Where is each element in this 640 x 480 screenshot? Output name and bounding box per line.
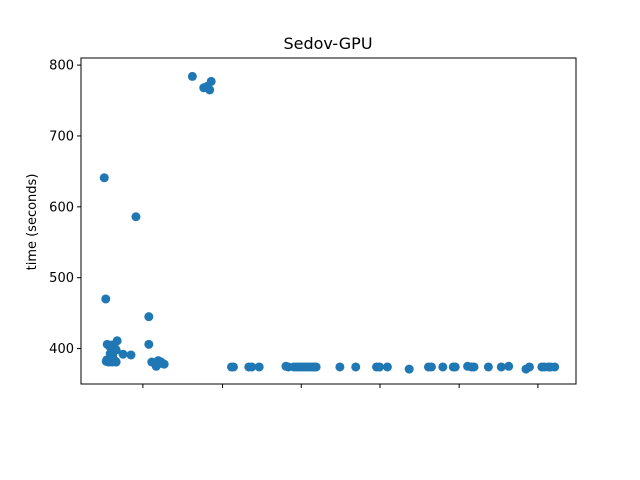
data-point	[351, 362, 361, 372]
axis-ticks: 400 500 600 700 800	[49, 59, 539, 388]
data-points	[99, 71, 560, 374]
data-point	[144, 339, 154, 349]
data-point	[144, 312, 154, 322]
y-tick-label: 500	[49, 271, 74, 286]
y-tick-label: 700	[49, 129, 74, 144]
data-point	[382, 362, 392, 372]
data-point	[469, 362, 479, 372]
data-point	[254, 362, 264, 372]
plot-area-frame	[80, 57, 577, 385]
chart-title: Sedov-GPU	[283, 34, 372, 53]
data-point	[112, 336, 122, 346]
data-point	[228, 362, 238, 372]
data-point	[504, 361, 514, 371]
data-point	[438, 362, 448, 372]
data-point	[524, 362, 534, 372]
data-point	[187, 71, 197, 81]
data-point	[99, 173, 109, 183]
data-point	[131, 212, 141, 222]
data-point	[247, 362, 257, 372]
data-point	[206, 76, 216, 86]
data-point	[159, 359, 169, 369]
data-point	[426, 362, 436, 372]
data-point	[550, 362, 560, 372]
y-axis-label: time (seconds)	[25, 174, 40, 271]
data-point	[335, 362, 345, 372]
data-point	[309, 362, 319, 372]
data-point	[450, 362, 460, 372]
data-point	[496, 362, 506, 372]
y-tick-label: 800	[49, 59, 74, 74]
data-point	[118, 349, 128, 359]
data-point	[483, 362, 493, 372]
data-point	[101, 294, 111, 304]
data-point	[126, 350, 136, 360]
data-point	[374, 362, 384, 372]
data-point	[404, 364, 414, 374]
y-tick-label: 600	[49, 200, 74, 215]
data-point	[108, 351, 118, 361]
y-tick-label: 400	[49, 342, 74, 357]
data-point	[205, 85, 215, 95]
